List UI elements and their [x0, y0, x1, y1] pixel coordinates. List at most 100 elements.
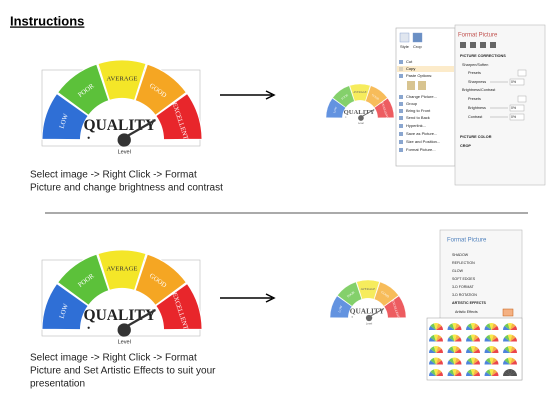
arrow: [220, 293, 276, 303]
thumbnail-segment: [473, 337, 480, 342]
menu-icon: [399, 102, 403, 106]
thumbnail-segment: [433, 369, 439, 376]
thumbnail-segment: [507, 334, 513, 342]
label: Crop: [413, 44, 422, 49]
thumbnail-segment: [473, 346, 479, 353]
thumbnail-segment: [454, 346, 461, 353]
thumbnail-segment: [484, 371, 492, 376]
thumbnail-segment: [454, 371, 462, 376]
thumbnail-segment: [491, 369, 498, 376]
segment-label: EXCELLENT: [380, 102, 389, 119]
thumbnail-segment: [467, 369, 473, 376]
thumbnail-segment: [507, 322, 513, 330]
gauge-segment: [365, 85, 388, 108]
thumbnail-segment: [448, 323, 455, 330]
gauge-segment: [325, 98, 346, 119]
thumbnail-segment: [504, 323, 510, 330]
thumbnail-segment: [454, 323, 461, 330]
thumbnail-segment: [489, 357, 494, 365]
gauge-segment: [155, 283, 203, 331]
thumbnail-segment: [470, 323, 476, 330]
needle: [368, 308, 385, 318]
thumbnail-segment: [473, 323, 479, 330]
label: 0%: [511, 80, 516, 84]
panel-tab: [490, 42, 496, 48]
thumbnail-segment: [467, 334, 473, 342]
label: ARTISTIC EFFECTS: [452, 301, 487, 305]
thumbnail-segment: [510, 357, 516, 365]
segment-label: GOOD: [371, 93, 380, 101]
label: 0%: [511, 115, 516, 119]
label: SHADOW: [452, 253, 469, 257]
label: Size and Position...: [406, 139, 440, 144]
label: Format Picture...: [406, 147, 436, 152]
toolbar-icon: [399, 32, 410, 43]
label: Format Picture: [447, 238, 487, 244]
thumbnail-segment: [484, 325, 492, 330]
label: PICTURE CORRECTIONS: [460, 54, 506, 58]
label: Sharpen/Soften: [462, 63, 488, 67]
thumbnail-segment: [466, 371, 473, 376]
thumbnail-segment: [436, 360, 443, 365]
thumbnail-segment: [473, 348, 480, 353]
thumbnail-segment: [454, 357, 461, 365]
label: Picture and Set Artistic Effects to suit…: [30, 366, 216, 377]
gauge-segment: [57, 63, 110, 116]
thumbnail-segment: [485, 369, 492, 376]
gauge-segment: [329, 295, 353, 319]
gauge-segment: [41, 93, 89, 141]
needle: [360, 109, 375, 118]
format-panel: [454, 24, 546, 186]
thumbnail-segment: [470, 357, 476, 365]
thumbnail-segment: [491, 346, 498, 353]
segment-label: LOW: [59, 112, 71, 129]
gauge-caption: Level: [118, 150, 131, 156]
label: presentation: [30, 379, 85, 390]
gauge-segment: [57, 253, 110, 306]
knob: [117, 323, 131, 337]
label: Copy: [406, 66, 415, 71]
gauge-segment: [97, 249, 147, 291]
thumbnail-segment: [485, 323, 492, 330]
value-box: [509, 104, 525, 112]
thumbnail-segment: [473, 360, 480, 365]
segment-label: GOOD: [380, 290, 390, 299]
thumbnail-segment: [430, 334, 436, 342]
thumbnail-segment: [448, 334, 455, 342]
thumbnail-segment: [466, 360, 473, 365]
label: Contrast: [468, 115, 483, 119]
thumbnail-segment: [491, 360, 499, 365]
label: Change Picture...: [406, 94, 437, 99]
thumbnail-segment: [484, 348, 492, 353]
thumbnail-segment: [467, 346, 473, 353]
value-box: [509, 113, 525, 121]
gauge-caption: Level: [118, 340, 131, 346]
thumbnail-segment: [510, 334, 516, 342]
thumbnail-segment: [489, 369, 494, 376]
thumbnail-segment: [473, 334, 479, 342]
menu-icon: [399, 148, 403, 152]
gauge-segment: [374, 98, 395, 119]
segment-label: LOW: [332, 106, 338, 114]
thumbnail-segment: [503, 325, 510, 330]
thumbnail-segment: [491, 325, 499, 330]
label: Sharpness: [468, 80, 486, 84]
thumbnail-segment: [452, 346, 457, 353]
thumbnail-segment: [504, 357, 510, 365]
label: Select image -> Right Click -> Format: [30, 353, 197, 364]
thumbnail-segment: [452, 369, 457, 376]
arrow: [220, 90, 276, 100]
label: Format Picture: [458, 33, 498, 39]
segment-label: POOR: [340, 93, 349, 101]
segment-label: AVERAGE: [107, 76, 138, 83]
label: 0%: [511, 106, 516, 110]
thumbnail-segment: [491, 323, 498, 330]
thumbnail-segment: [470, 369, 476, 376]
thumbnail-segment: [429, 348, 436, 353]
panel-tab: [480, 42, 486, 48]
thumbnail-segment: [452, 357, 457, 365]
thumbnail-segment: [485, 334, 492, 342]
label: Group: [406, 101, 418, 106]
label: Save as Picture...: [406, 131, 437, 136]
